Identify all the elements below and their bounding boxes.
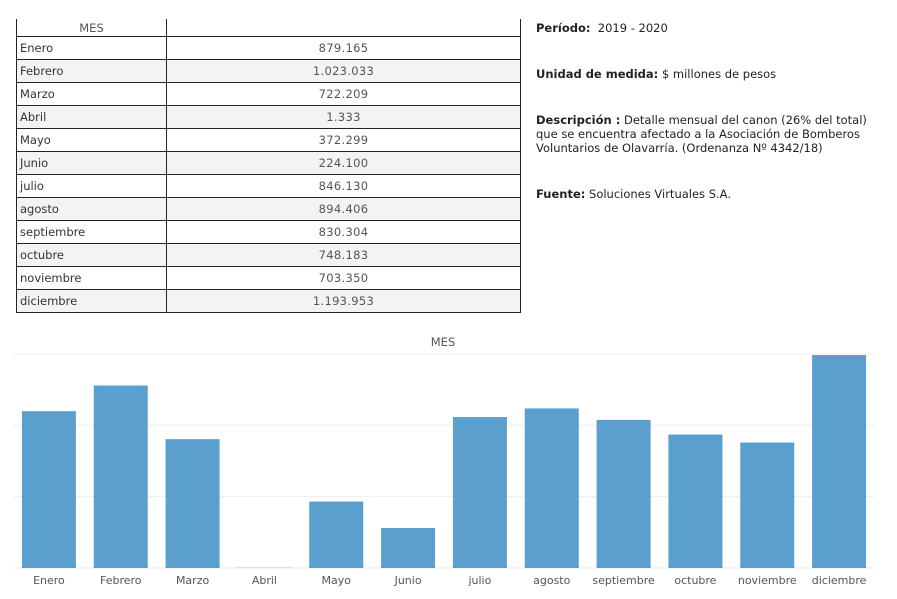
- unidad-label: Unidad de medida:: [536, 67, 659, 81]
- table-header-row: MES: [16, 19, 521, 37]
- bar: [21, 411, 76, 568]
- x-tick-label: Marzo: [176, 574, 210, 587]
- x-tick-label: Abril: [252, 574, 277, 587]
- periodo-value: 2019 - 2020: [597, 21, 668, 35]
- x-tick-label: agosto: [533, 574, 570, 587]
- bar: [452, 417, 507, 568]
- x-tick-label: Enero: [33, 574, 65, 587]
- x-tick-label: Mayo: [322, 574, 352, 587]
- cell-value: 1.023.033: [166, 59, 521, 83]
- cell-month: Marzo: [16, 82, 167, 106]
- descripcion-value: Detalle mensual del canon (26% del total…: [536, 113, 867, 155]
- cell-value: 748.183: [166, 243, 521, 267]
- bar: [596, 419, 651, 568]
- cell-month: julio: [16, 174, 167, 198]
- cell-value: 830.304: [166, 220, 521, 244]
- cell-month: diciembre: [16, 289, 167, 313]
- cell-value: 722.209: [166, 82, 521, 106]
- cell-value: 1.193.953: [166, 289, 521, 313]
- cell-month: septiembre: [16, 220, 167, 244]
- cell-value: 1.333: [166, 105, 521, 129]
- unidad-value: $ millones de pesos: [661, 67, 777, 81]
- fuente-value: Soluciones Virtuales S.A.: [589, 187, 731, 201]
- x-tick-label: Junio: [394, 574, 422, 587]
- table-row: Enero 879.165: [16, 36, 521, 60]
- x-tick-label: octubre: [674, 574, 716, 587]
- x-tick-label: julio: [467, 574, 491, 587]
- bar: [668, 434, 723, 568]
- cell-month: Febrero: [16, 59, 167, 83]
- x-tick-label: noviembre: [738, 574, 797, 587]
- cell-value: 894.406: [166, 197, 521, 221]
- bar: [309, 501, 364, 568]
- cell-month: agosto: [16, 197, 167, 221]
- chart-title: MES: [431, 335, 456, 349]
- cell-month: noviembre: [16, 266, 167, 290]
- table-row: octubre 748.183: [16, 243, 521, 267]
- table-row: noviembre 703.350: [16, 266, 521, 290]
- x-tick-label: diciembre: [812, 574, 867, 587]
- bar: [524, 408, 579, 568]
- table-row: Mayo 372.299: [16, 128, 521, 152]
- bar: [93, 385, 148, 568]
- fuente-info: Fuente: Soluciones Virtuales S.A.: [536, 187, 891, 201]
- bar: [740, 442, 795, 568]
- periodo-label: Período:: [536, 21, 591, 35]
- cell-value: 879.165: [166, 36, 521, 60]
- table-row: Abril 1.333: [16, 105, 521, 129]
- cell-value: 224.100: [166, 151, 521, 175]
- table-row: Febrero 1.023.033: [16, 59, 521, 83]
- cell-month: Enero: [16, 36, 167, 60]
- descripcion-label: Descripción :: [536, 113, 621, 127]
- cell-value: 846.130: [166, 174, 521, 198]
- bar: [165, 439, 220, 568]
- x-tick-label: Febrero: [100, 574, 142, 587]
- fuente-label: Fuente:: [536, 187, 586, 201]
- cell-month: Abril: [16, 105, 167, 129]
- table-row: diciembre 1.193.953: [16, 289, 521, 313]
- cell-value: 372.299: [166, 128, 521, 152]
- data-table: MES Enero 879.165 Febrero 1.023.033 Marzo 722…: [16, 19, 521, 313]
- x-tick-label: septiembre: [592, 574, 655, 587]
- unidad-info: Unidad de medida: $ millones de pesos: [536, 67, 891, 81]
- cell-value: 703.350: [166, 266, 521, 290]
- bar: [812, 354, 867, 568]
- header-value: [166, 19, 521, 37]
- cell-month: Mayo: [16, 128, 167, 152]
- table-row: septiembre 830.304: [16, 220, 521, 244]
- header-month: MES: [16, 19, 167, 37]
- bar-chart: MES Enero Febrero Marzo Abril Mayo Junio julio a…: [13, 335, 875, 587]
- table-row: Junio 224.100: [16, 151, 521, 175]
- table-row: Marzo 722.209: [16, 82, 521, 106]
- bar: [381, 528, 436, 568]
- table-row: agosto 894.406: [16, 197, 521, 221]
- table-row: julio 846.130: [16, 174, 521, 198]
- periodo-info: Período: 2019 - 2020: [536, 21, 891, 35]
- descripcion-info: Descripción : Detalle mensual del canon …: [536, 113, 891, 155]
- cell-month: Junio: [16, 151, 167, 175]
- cell-month: octubre: [16, 243, 167, 267]
